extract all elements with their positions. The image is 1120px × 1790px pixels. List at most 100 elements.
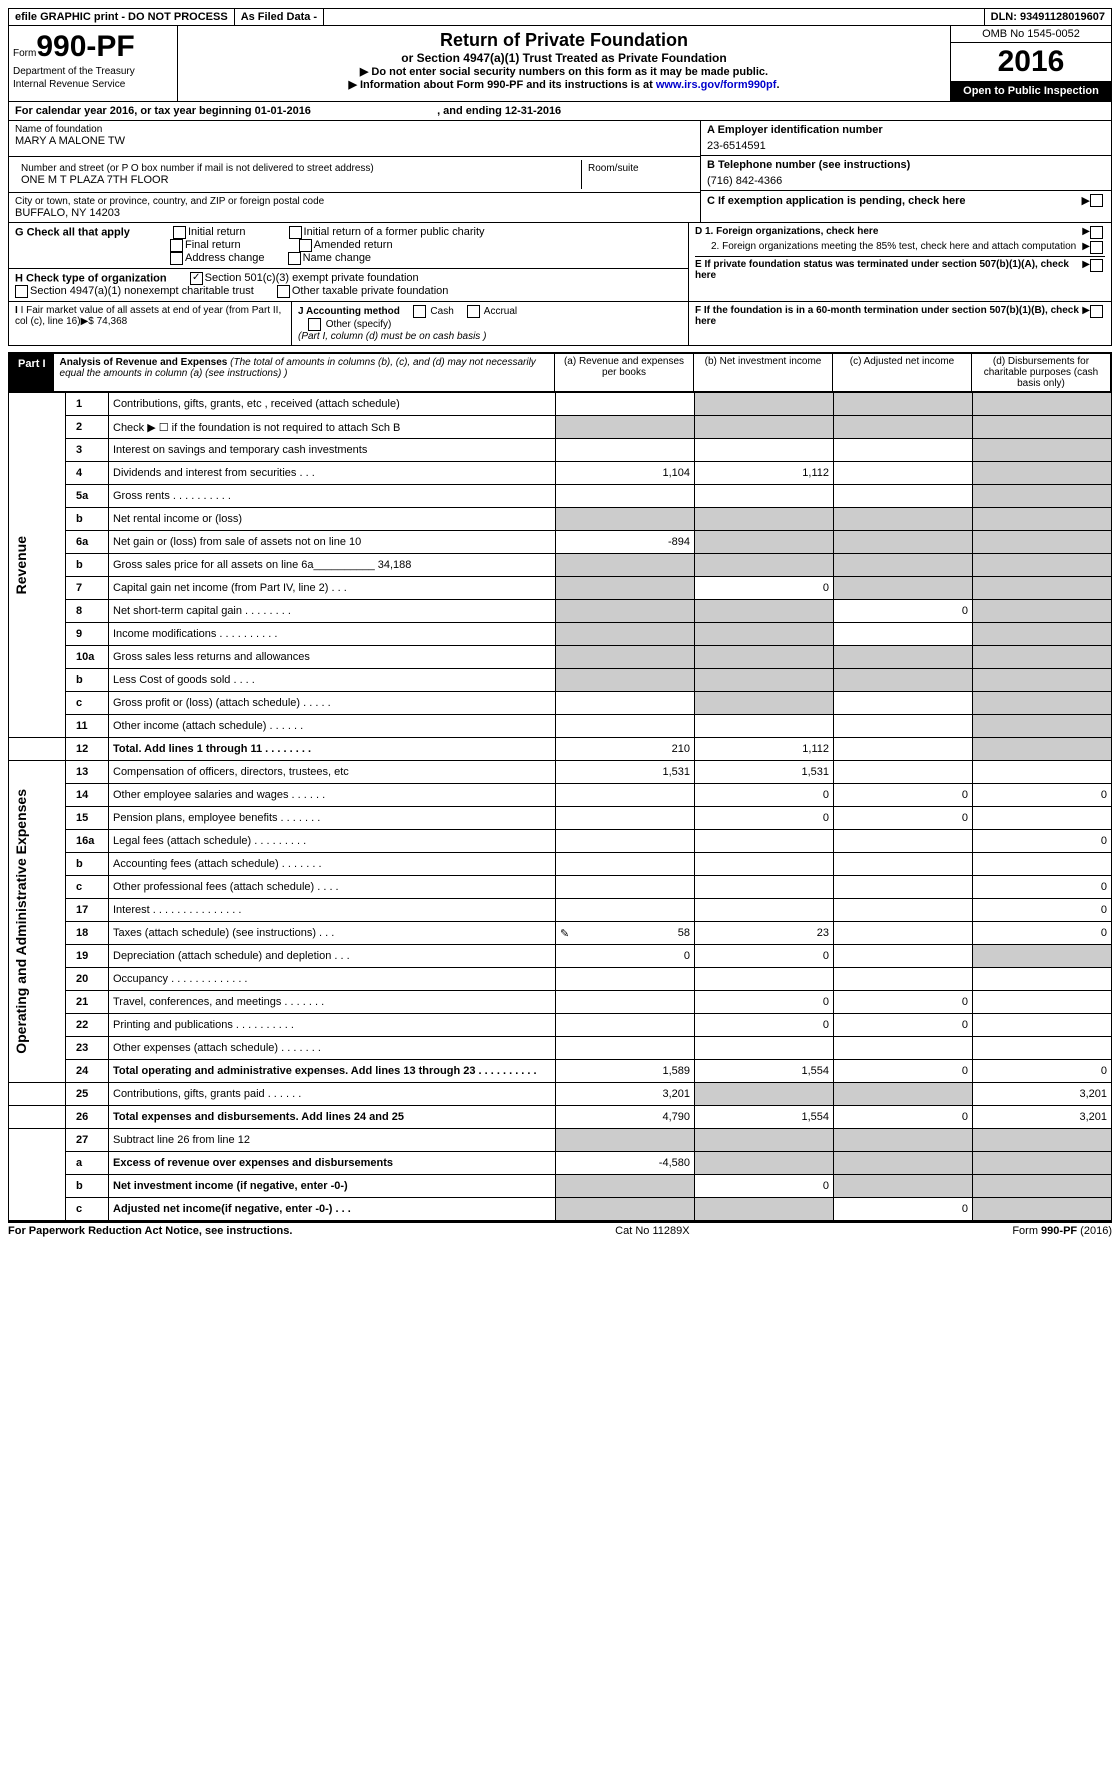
table-row: 26Total expenses and disbursements. Add … — [9, 1106, 1112, 1129]
col-a-hdr: (a) Revenue and expenses per books — [555, 354, 693, 391]
i-cell: I I Fair market value of all assets at e… — [9, 302, 292, 345]
table-row: 22Printing and publications . . . . . . … — [9, 1014, 1112, 1037]
table-row: 19Depreciation (attach schedule) and dep… — [9, 945, 1112, 968]
table-row: 15Pension plans, employee benefits . . .… — [9, 807, 1112, 830]
table-row: 2Check ▶ ☐ if the foundation is not requ… — [9, 416, 1112, 439]
checkbox-accrual[interactable] — [467, 305, 480, 318]
table-row: 4Dividends and interest from securities … — [9, 462, 1112, 485]
checkbox-name[interactable] — [288, 252, 301, 265]
table-row: aExcess of revenue over expenses and dis… — [9, 1152, 1112, 1175]
table-row: 12Total. Add lines 1 through 11 . . . . … — [9, 738, 1112, 761]
form-prefix: Form — [13, 48, 36, 59]
exemption-cell: C If exemption application is pending, c… — [701, 191, 1111, 210]
address-cell: Number and street (or P O box number if … — [9, 157, 700, 193]
checkbox-initial-former[interactable] — [289, 226, 302, 239]
part1-header: Part I Analysis of Revenue and Expenses … — [8, 352, 1112, 393]
footer-left: For Paperwork Reduction Act Notice, see … — [8, 1225, 292, 1237]
table-row: cOther professional fees (attach schedul… — [9, 876, 1112, 899]
header: Form990-PF Department of the Treasury In… — [8, 26, 1112, 102]
table-row: cGross profit or (loss) (attach schedule… — [9, 692, 1112, 715]
footer-right: Form 990-PF (2016) — [1012, 1225, 1112, 1237]
form-subtitle: or Section 4947(a)(1) Trust Treated as P… — [186, 51, 942, 65]
checkbox-c[interactable] — [1090, 194, 1103, 207]
footer: For Paperwork Reduction Act Notice, see … — [8, 1221, 1112, 1239]
table-row: 9Income modifications . . . . . . . . . … — [9, 623, 1112, 646]
footer-mid: Cat No 11289X — [615, 1225, 689, 1237]
table-row: Operating and Administrative Expenses 13… — [9, 761, 1112, 784]
pencil-icon[interactable]: ✎ — [560, 927, 569, 940]
table-row: 23Other expenses (attach schedule) . . .… — [9, 1037, 1112, 1060]
table-row: bNet investment income (if negative, ent… — [9, 1175, 1112, 1198]
table-row: 27Subtract line 26 from line 12 — [9, 1129, 1112, 1152]
expenses-side: Operating and Administrative Expenses — [13, 789, 29, 1054]
efile-label: efile GRAPHIC print - DO NOT PROCESS — [9, 9, 235, 25]
part1-desc: Analysis of Revenue and Expenses (The to… — [54, 354, 555, 391]
table-row: 11Other income (attach schedule) . . . .… — [9, 715, 1112, 738]
revenue-side: Revenue — [13, 536, 29, 594]
checkbox-address[interactable] — [170, 252, 183, 265]
ein-cell: A Employer identification number 23-6514… — [701, 121, 1111, 156]
header-left: Form990-PF Department of the Treasury In… — [9, 26, 178, 101]
d-right: D 1. Foreign organizations, check here ▶… — [688, 223, 1111, 301]
table-row: 14Other employee salaries and wages . . … — [9, 784, 1112, 807]
dept-line1: Department of the Treasury — [13, 66, 173, 77]
table-row: bGross sales price for all assets on lin… — [9, 554, 1112, 577]
irs-link[interactable]: www.irs.gov/form990pf — [656, 79, 777, 91]
open-public: Open to Public Inspection — [951, 81, 1111, 101]
asfiled-label: As Filed Data - — [235, 9, 324, 25]
ij-row: I I Fair market value of all assets at e… — [8, 302, 1112, 346]
tax-year: 2016 — [951, 43, 1111, 81]
table-row: 10aGross sales less returns and allowanc… — [9, 646, 1112, 669]
table-row: bLess Cost of goods sold . . . . — [9, 669, 1112, 692]
table-row: bNet rental income or (loss) — [9, 508, 1112, 531]
checkbox-e[interactable] — [1090, 259, 1103, 272]
info-grid: Name of foundation MARY A MALONE TW Numb… — [8, 121, 1112, 223]
table-row: Revenue 1Contributions, gifts, grants, e… — [9, 393, 1112, 416]
table-row: 18Taxes (attach schedule) (see instructi… — [9, 922, 1112, 945]
header-mid: Return of Private Foundation or Section … — [178, 26, 950, 101]
checkbox-initial[interactable] — [173, 226, 186, 239]
note2: ▶ Information about Form 990-PF and its … — [186, 78, 942, 91]
checkbox-4947[interactable] — [15, 285, 28, 298]
g-row: G Check all that apply Initial return In… — [9, 223, 688, 268]
info-left: Name of foundation MARY A MALONE TW Numb… — [9, 121, 700, 222]
part1-table: Revenue 1Contributions, gifts, grants, e… — [8, 393, 1112, 1221]
foundation-name-cell: Name of foundation MARY A MALONE TW — [9, 121, 700, 157]
table-row: 20Occupancy . . . . . . . . . . . . . — [9, 968, 1112, 991]
checkbox-501c3[interactable]: ✓ — [190, 272, 203, 285]
table-row: cAdjusted net income(if negative, enter … — [9, 1198, 1112, 1221]
checkbox-other-tax[interactable] — [277, 285, 290, 298]
col-d-hdr: (d) Disbursements for charitable purpose… — [971, 354, 1110, 391]
phone-cell: B Telephone number (see instructions) (7… — [701, 156, 1111, 191]
part1-label: Part I — [10, 354, 54, 391]
table-row: 25Contributions, gifts, grants paid . . … — [9, 1083, 1112, 1106]
checkbox-d1[interactable] — [1090, 226, 1103, 239]
col-c-hdr: (c) Adjusted net income — [832, 354, 971, 391]
checkbox-amended[interactable] — [299, 239, 312, 252]
table-row: 24Total operating and administrative exp… — [9, 1060, 1112, 1083]
col-b-hdr: (b) Net investment income — [693, 354, 832, 391]
header-right: OMB No 1545-0052 2016 Open to Public Ins… — [950, 26, 1111, 101]
j-cell: J Accounting method Cash Accrual Other (… — [292, 302, 688, 345]
h-row: H Check type of organization ✓Section 50… — [9, 268, 688, 301]
checkbox-other[interactable] — [308, 318, 321, 331]
g-d-row: G Check all that apply Initial return In… — [8, 223, 1112, 302]
dept-line2: Internal Revenue Service — [13, 79, 173, 90]
checkbox-f[interactable] — [1090, 305, 1103, 318]
table-row: 17Interest . . . . . . . . . . . . . . .… — [9, 899, 1112, 922]
omb: OMB No 1545-0052 — [951, 26, 1111, 43]
f-cell: F If the foundation is in a 60-month ter… — [688, 302, 1111, 345]
top-bar: efile GRAPHIC print - DO NOT PROCESS As … — [8, 8, 1112, 26]
dln-label: DLN: 93491128019607 — [985, 9, 1111, 25]
checkbox-final[interactable] — [170, 239, 183, 252]
table-row: 3Interest on savings and temporary cash … — [9, 439, 1112, 462]
form-number: 990-PF — [36, 30, 134, 63]
checkbox-cash[interactable] — [413, 305, 426, 318]
calendar-year-row: For calendar year 2016, or tax year begi… — [8, 102, 1112, 121]
checkbox-d2[interactable] — [1090, 241, 1103, 254]
table-row: 16aLegal fees (attach schedule) . . . . … — [9, 830, 1112, 853]
table-row: 8Net short-term capital gain . . . . . .… — [9, 600, 1112, 623]
table-row: bAccounting fees (attach schedule) . . .… — [9, 853, 1112, 876]
info-right: A Employer identification number 23-6514… — [700, 121, 1111, 222]
form-title: Return of Private Foundation — [186, 30, 942, 51]
